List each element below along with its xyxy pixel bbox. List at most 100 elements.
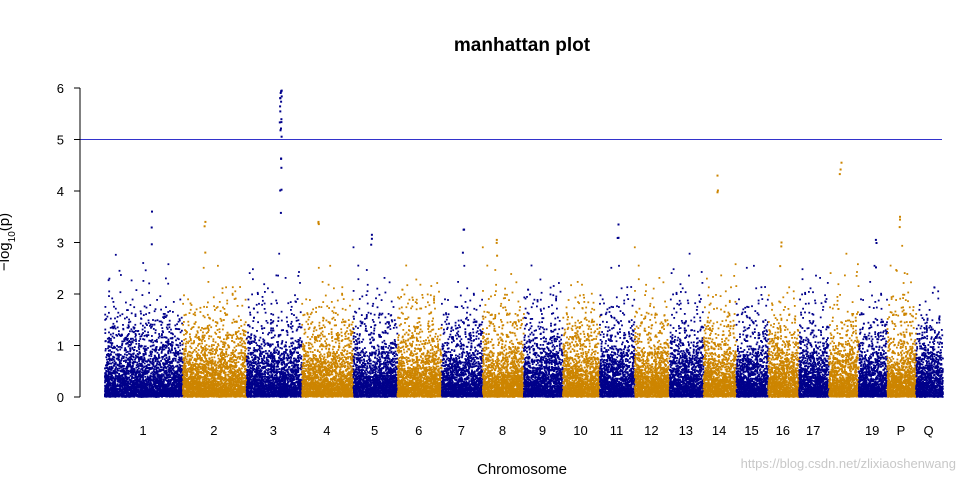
data-point [158,364,160,366]
data-point [110,318,112,320]
data-point [112,347,114,349]
data-point [167,324,169,326]
data-point [136,362,138,364]
data-point [181,358,183,360]
data-point [154,310,156,312]
data-point [171,346,173,348]
data-point [148,367,150,369]
data-point [137,387,139,389]
data-point [179,342,181,344]
data-point [121,394,123,396]
data-point [217,323,219,325]
data-point [105,380,107,382]
data-point [104,332,106,334]
data-point [108,389,110,391]
data-point [153,344,155,346]
data-point [186,341,188,343]
data-point [131,396,133,398]
data-point [156,387,158,389]
data-point [175,339,177,341]
data-point [129,330,131,332]
data-point [149,388,151,390]
data-point [152,360,154,362]
data-point [169,326,171,328]
data-point [124,318,126,320]
data-point [203,315,205,317]
data-point [223,319,225,321]
data-point [136,364,138,366]
data-point [104,373,106,375]
data-point [109,363,111,365]
data-point [136,373,138,375]
data-point [233,319,235,321]
data-point [179,344,181,346]
data-point [161,327,163,329]
data-point [235,331,237,333]
data-point [157,352,159,354]
data-point [166,360,168,362]
data-point [189,396,191,398]
data-point [160,346,162,348]
data-point [130,350,132,352]
data-point [149,352,151,354]
data-point [111,344,113,346]
data-point [178,393,180,395]
data-point [135,314,137,316]
data-point [113,352,115,354]
data-point [108,332,110,334]
data-point [133,306,135,308]
data-point [198,326,200,328]
data-point [238,367,240,369]
data-point [176,380,178,382]
data-point [200,329,202,331]
data-point [222,378,224,380]
data-point [224,312,226,314]
data-point [152,373,154,375]
data-point [117,388,119,390]
data-point [143,357,145,359]
data-point [164,349,166,351]
data-point [195,351,197,353]
data-point [145,373,147,375]
data-point [150,341,152,343]
data-point [110,369,112,371]
data-point [146,334,148,336]
data-point [135,379,137,381]
data-point [116,385,118,387]
data-point [232,357,234,359]
data-point [113,327,115,329]
data-point [170,329,172,331]
data-point [119,349,121,351]
data-point [123,357,125,359]
data-point [157,319,159,321]
data-point [167,283,169,285]
data-point [161,390,163,392]
data-point [158,337,160,339]
data-point [133,389,135,391]
data-point [167,352,169,354]
data-point [156,339,158,341]
data-point [134,359,136,361]
data-point [112,384,114,386]
data-point [166,371,168,373]
data-point [147,391,149,393]
data-point [232,349,234,351]
data-point [162,358,164,360]
data-point [151,384,153,386]
data-point [240,333,242,335]
data-point [123,365,125,367]
data-point [182,324,184,326]
data-point [110,396,112,398]
data-point [127,338,129,340]
data-point [162,356,164,358]
data-point [172,333,174,335]
data-point [180,369,182,371]
data-point [178,321,180,323]
data-point [225,351,227,353]
data-point [108,356,110,358]
data-point [203,267,205,269]
data-point [158,381,160,383]
data-point [110,334,112,336]
data-point [114,387,116,389]
data-point [139,338,141,340]
